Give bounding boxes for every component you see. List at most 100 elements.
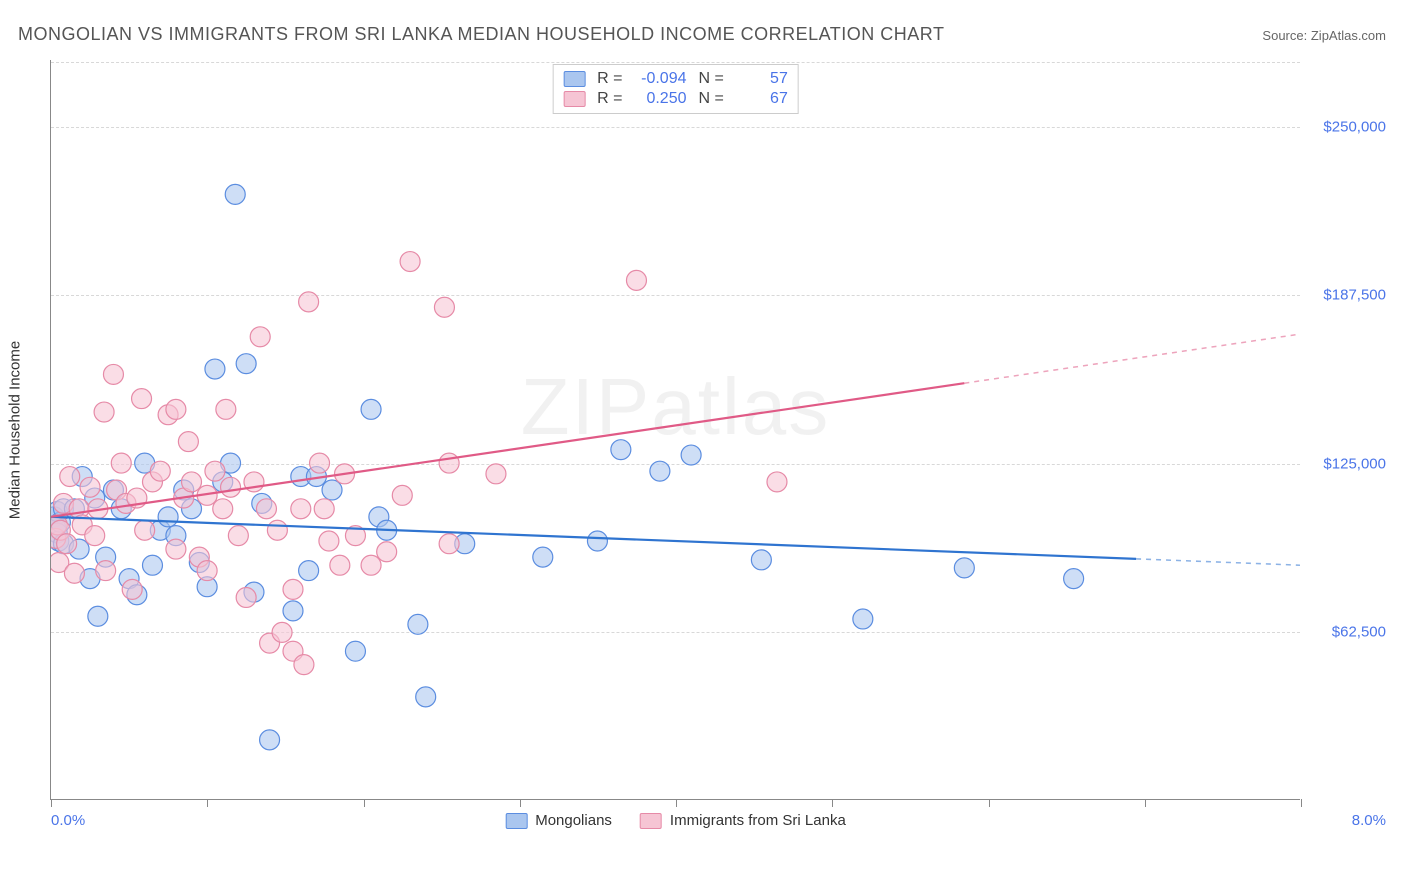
data-point — [392, 485, 412, 505]
data-point — [135, 520, 155, 540]
swatch-icon — [640, 813, 662, 829]
data-point — [533, 547, 553, 567]
data-point — [182, 472, 202, 492]
x-tick — [676, 799, 677, 807]
x-tick — [520, 799, 521, 807]
data-point — [85, 526, 105, 546]
data-point — [408, 614, 428, 634]
x-tick — [1145, 799, 1146, 807]
data-point — [256, 499, 276, 519]
data-point — [150, 461, 170, 481]
y-axis-label: Median Household Income — [7, 340, 24, 518]
legend-row-srilanka: R = 0.250 N = 67 — [563, 89, 788, 109]
n-value: 67 — [732, 90, 788, 108]
data-point — [132, 389, 152, 409]
data-point — [166, 399, 186, 419]
r-label: R = — [597, 70, 622, 88]
data-point — [205, 359, 225, 379]
data-point — [225, 184, 245, 204]
data-point — [205, 461, 225, 481]
data-point — [213, 499, 233, 519]
swatch-icon — [563, 71, 585, 87]
y-tick-label: $62,500 — [1310, 623, 1386, 640]
swatch-icon — [505, 813, 527, 829]
r-value: -0.094 — [631, 70, 687, 88]
data-point — [1064, 569, 1084, 589]
data-point — [236, 354, 256, 374]
chart-title: MONGOLIAN VS IMMIGRANTS FROM SRI LANKA M… — [18, 24, 944, 45]
data-point — [96, 561, 116, 581]
plot-area: Median Household Income $62,500$125,000$… — [50, 60, 1300, 800]
legend-item-mongolians: Mongolians — [505, 812, 612, 829]
trend-line — [51, 517, 1136, 559]
data-point — [158, 507, 178, 527]
data-point — [178, 432, 198, 452]
data-point — [681, 445, 701, 465]
n-label: N = — [699, 70, 724, 88]
data-point — [260, 730, 280, 750]
source-credit: Source: ZipAtlas.com — [1262, 28, 1386, 43]
data-point — [272, 622, 292, 642]
n-value: 57 — [732, 70, 788, 88]
data-point — [434, 297, 454, 317]
data-point — [111, 453, 131, 473]
data-point — [345, 641, 365, 661]
x-tick — [1301, 799, 1302, 807]
data-point — [299, 561, 319, 581]
data-point — [88, 606, 108, 626]
legend-label: Mongolians — [535, 812, 612, 829]
legend-row-mongolians: R = -0.094 N = 57 — [563, 69, 788, 89]
data-point — [954, 558, 974, 578]
data-point — [322, 480, 342, 500]
trend-line-extrapolated — [964, 334, 1300, 383]
x-tick — [832, 799, 833, 807]
y-tick-label: $125,000 — [1310, 455, 1386, 472]
data-point — [299, 292, 319, 312]
data-point — [236, 587, 256, 607]
series-legend: Mongolians Immigrants from Sri Lanka — [505, 812, 846, 829]
legend-item-srilanka: Immigrants from Sri Lanka — [640, 812, 846, 829]
data-point — [587, 531, 607, 551]
source-label: Source: — [1262, 28, 1307, 43]
data-point — [103, 364, 123, 384]
data-point — [57, 534, 77, 554]
data-point — [767, 472, 787, 492]
y-tick-label: $187,500 — [1310, 287, 1386, 304]
x-tick — [364, 799, 365, 807]
data-point — [330, 555, 350, 575]
data-point — [486, 464, 506, 484]
trend-line-extrapolated — [1136, 559, 1300, 565]
data-point — [294, 655, 314, 675]
n-label: N = — [699, 90, 724, 108]
data-point — [60, 467, 80, 487]
x-tick — [989, 799, 990, 807]
data-point — [142, 555, 162, 575]
scatter-plot — [51, 60, 1300, 799]
data-point — [166, 539, 186, 559]
legend-label: Immigrants from Sri Lanka — [670, 812, 846, 829]
data-point — [267, 520, 287, 540]
data-point — [319, 531, 339, 551]
data-point — [751, 550, 771, 570]
r-value: 0.250 — [631, 90, 687, 108]
data-point — [853, 609, 873, 629]
data-point — [310, 453, 330, 473]
x-tick — [207, 799, 208, 807]
y-tick-label: $250,000 — [1310, 119, 1386, 136]
data-point — [216, 399, 236, 419]
source-link[interactable]: ZipAtlas.com — [1311, 28, 1386, 43]
data-point — [250, 327, 270, 347]
data-point — [228, 526, 248, 546]
correlation-legend: R = -0.094 N = 57 R = 0.250 N = 67 — [552, 64, 799, 114]
data-point — [400, 252, 420, 272]
data-point — [80, 477, 100, 497]
data-point — [611, 440, 631, 460]
data-point — [439, 453, 459, 473]
chart-container: Median Household Income $62,500$125,000$… — [50, 60, 1386, 830]
data-point — [291, 499, 311, 519]
x-axis-max-label: 8.0% — [1310, 812, 1386, 829]
x-tick — [51, 799, 52, 807]
data-point — [197, 561, 217, 581]
data-point — [361, 555, 381, 575]
data-point — [416, 687, 436, 707]
